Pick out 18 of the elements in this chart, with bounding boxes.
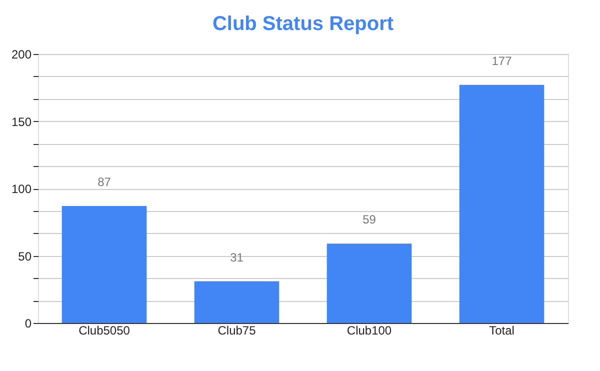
bar bbox=[194, 281, 280, 323]
y-tick-label: 100 bbox=[11, 182, 32, 196]
x-tick-label: Club5050 bbox=[78, 324, 130, 338]
x-tick-label: Total bbox=[489, 324, 514, 338]
bar bbox=[326, 244, 412, 323]
y-tick-label: 150 bbox=[11, 114, 32, 129]
x-tick-label: Club100 bbox=[346, 324, 392, 338]
chart-title: Club Status Report bbox=[212, 13, 394, 35]
bar bbox=[459, 84, 544, 323]
data-label: 31 bbox=[230, 250, 244, 264]
data-label: 177 bbox=[492, 54, 512, 68]
x-tick-label: Club75 bbox=[218, 324, 256, 338]
bar bbox=[62, 206, 147, 323]
data-label: 87 bbox=[98, 174, 112, 189]
y-tick-label: 50 bbox=[18, 249, 32, 264]
data-label: 59 bbox=[362, 212, 376, 227]
y-tick-label: 200 bbox=[11, 48, 32, 62]
y-tick-label: 0 bbox=[24, 316, 32, 330]
